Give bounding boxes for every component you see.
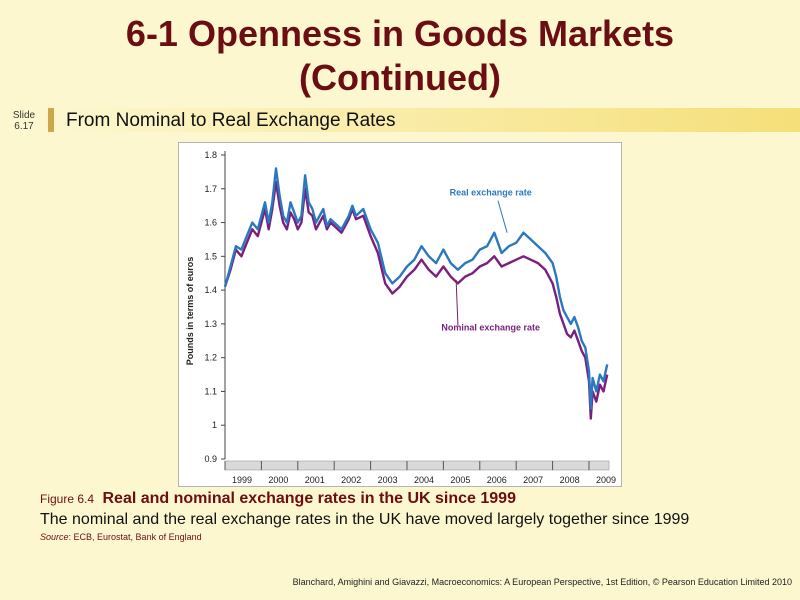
x-axis-band: [224, 460, 610, 471]
series-group: [223, 167, 609, 420]
y-tick-label: 1: [212, 420, 217, 430]
figure-label: Figure 6.4: [40, 492, 95, 506]
y-tick-label: 1.2: [204, 353, 217, 363]
slide-title-line1: 6-1 Openness in Goods Markets: [125, 13, 675, 54]
x-tick-label: 2000: [268, 475, 288, 485]
y-tick-label: 1.8: [204, 150, 217, 160]
x-tick-label: 2008: [560, 475, 580, 485]
x-tick-label: 2001: [305, 475, 325, 485]
x-axis-group: 1999 2000 2001 2002 2003 2004 2005 2006 2007 2008…: [224, 460, 616, 485]
x-tick-label: 2007: [523, 475, 543, 485]
source-text: : ECB, Eurostat, Bank of England: [68, 532, 202, 542]
subtitle-divider: [48, 108, 54, 132]
source-label: Source: [40, 532, 69, 542]
y-tick-label: 0.9: [204, 454, 217, 464]
subtitle-band: [56, 108, 800, 132]
y-axis-label: Pounds in terms of euros: [185, 257, 195, 366]
x-tick-label: 1999: [232, 475, 252, 485]
y-tick-label: 1.3: [204, 319, 217, 329]
annotation-real-pointer: [497, 200, 508, 233]
annotation-nominal-pointer: [455, 279, 459, 326]
x-tick-label: 2009: [596, 475, 616, 485]
x-tick-label: 2005: [450, 475, 470, 485]
y-tick-label: 1.4: [204, 285, 217, 295]
series-line-real: [223, 167, 609, 410]
exchange-rate-chart: 0.9 1 1.1 1.2 1.3 1.4 1.5 1.6 1.7 1.8 1999 2000 200…: [185, 150, 616, 485]
subtitle-row: Slide 6.17 From Nominal to Real Exchange…: [0, 108, 800, 134]
slide-number-label: Slide 6.17: [4, 110, 44, 132]
y-tick-label: 1.1: [204, 386, 217, 396]
y-tick-label: 1.6: [204, 218, 217, 228]
x-tick-label: 2004: [414, 475, 434, 485]
y-axis-ticks-group: 0.9 1 1.1 1.2 1.3 1.4 1.5 1.6 1.7 1.8: [204, 150, 226, 464]
x-tick-label: 2006: [487, 475, 507, 485]
figure-caption: Figure 6.4 Real and nominal exchange rat…: [40, 490, 760, 542]
figure-description: The nominal and the real exchange rates …: [40, 511, 690, 528]
slide-number: 6.17: [14, 121, 34, 132]
x-tick-label: 2002: [341, 475, 361, 485]
y-tick-label: 1.5: [204, 251, 217, 261]
figure-title: Real and nominal exchange rates in the U…: [102, 490, 516, 507]
x-tick-label: 2003: [378, 475, 398, 485]
figure-title-line: Figure 6.4 Real and nominal exchange rat…: [40, 490, 760, 508]
slide-title-line2: (Continued): [299, 57, 501, 98]
credit-line: Blanchard, Amighini and Giavazzi, Macroe…: [292, 577, 792, 587]
series-line-nominal: [223, 180, 609, 420]
annotations-group: Real exchange rate Nominal exchange rate: [441, 188, 540, 333]
slide-title: 6-1 Openness in Goods Markets (Continued…: [0, 12, 800, 100]
chart-frame: 0.9 1 1.1 1.2 1.3 1.4 1.5 1.6 1.7 1.8 1999 2000 200…: [178, 142, 622, 487]
annotation-real-label: Real exchange rate: [450, 188, 532, 198]
y-tick-label: 1.7: [204, 184, 217, 194]
figure-source: Source: ECB, Eurostat, Bank of England: [40, 532, 760, 542]
slide-subtitle: From Nominal to Real Exchange Rates: [66, 110, 396, 131]
annotation-nominal-label: Nominal exchange rate: [441, 323, 540, 333]
slide-label: Slide: [12, 110, 36, 121]
